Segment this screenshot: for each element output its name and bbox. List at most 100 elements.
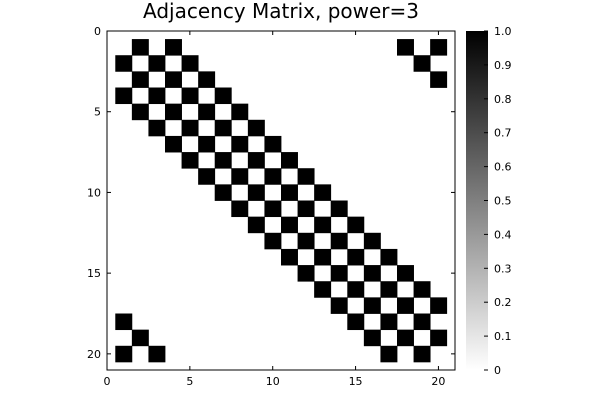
heatmap-cell — [231, 103, 249, 121]
heatmap-cell — [297, 232, 315, 250]
heatmap-cell — [281, 184, 298, 201]
heatmap-cell — [148, 87, 166, 105]
y-tick-label: 15 — [87, 267, 101, 280]
heatmap-cell — [363, 232, 381, 250]
heatmap-cell — [330, 232, 348, 250]
heatmap-cell — [297, 200, 315, 218]
colorbar-tick-label: 0.6 — [494, 161, 512, 174]
heatmap-cell — [430, 297, 448, 314]
colorbar-tick-label: 0 — [494, 364, 501, 377]
heatmap-cell — [430, 39, 448, 56]
heatmap-cell — [181, 119, 199, 137]
heatmap-cell — [264, 232, 282, 250]
colorbar-gradient — [466, 31, 488, 370]
x-tick-label: 20 — [431, 375, 445, 388]
y-tick-label: 5 — [94, 106, 101, 119]
colorbar-tick-label: 0.4 — [494, 228, 512, 241]
heatmap-cell — [181, 152, 199, 169]
colorbar-tick-label: 0.7 — [494, 127, 512, 140]
heatmap-cell — [397, 265, 414, 282]
heatmap-cell — [247, 216, 265, 234]
heatmap-cell — [181, 55, 199, 72]
heatmap-cell — [380, 345, 398, 363]
heatmap-cell — [281, 248, 298, 266]
heatmap-cell — [214, 152, 232, 169]
heatmap-cell — [314, 248, 332, 266]
heatmap-cell — [397, 297, 414, 314]
heatmap-cell — [347, 313, 365, 331]
heatmap-cell — [115, 345, 133, 363]
heatmap-cell — [264, 168, 282, 185]
heatmap-cell — [165, 135, 182, 153]
colorbar-tick-label: 0.9 — [494, 59, 512, 72]
heatmap-cell — [281, 216, 298, 234]
heatmap-cell — [115, 55, 133, 72]
heatmap-cell — [363, 265, 381, 282]
heatmap-cell — [413, 345, 431, 363]
heatmap-cell — [347, 248, 365, 266]
colorbar-tick-label: 0.5 — [494, 195, 512, 208]
heatmap-cell — [363, 297, 381, 314]
heatmap-cell — [330, 265, 348, 282]
colorbar-tick-label: 0.1 — [494, 330, 512, 343]
heatmap-cell — [198, 135, 216, 153]
colorbar-tick-label: 0.2 — [494, 296, 512, 309]
heatmap-cell — [131, 71, 149, 88]
chart-title: Adjacency Matrix, power=3 — [143, 0, 419, 23]
heatmap-cell — [198, 168, 216, 185]
heatmap-cell — [247, 184, 265, 201]
heatmap-cell — [214, 184, 232, 201]
y-tick-label: 10 — [87, 186, 101, 199]
heatmap-cell — [314, 216, 332, 234]
heatmap-cell — [181, 87, 199, 105]
heatmap-cell — [330, 297, 348, 314]
heatmap-cell — [430, 329, 448, 347]
heatmap-cell — [264, 200, 282, 218]
heatmap-cell — [363, 329, 381, 347]
heatmap-cell — [198, 71, 216, 88]
heatmap-cell — [264, 135, 282, 153]
x-tick-label: 0 — [104, 375, 111, 388]
colorbar-tick-label: 0.3 — [494, 262, 512, 275]
y-tick-label: 0 — [94, 25, 101, 38]
heatmap-cell — [148, 119, 166, 137]
heatmap-cell — [165, 103, 182, 121]
heatmap-cell — [165, 71, 182, 88]
heatmap-cell — [131, 103, 149, 121]
colorbar-tick-label: 1.0 — [494, 25, 512, 38]
heatmap-cell — [314, 281, 332, 298]
colorbar-tick-label: 0.8 — [494, 93, 512, 106]
heatmap-cell — [330, 200, 348, 218]
y-tick-label: 20 — [87, 348, 101, 361]
heatmap-cell — [231, 168, 249, 185]
colorbar-axis: 0 0.1 0.2 0.3 0.4 0.5 0.6 0.7 0.8 0.9 1.0 — [484, 25, 512, 377]
heatmap-cell — [397, 39, 414, 56]
x-tick-label: 15 — [349, 375, 363, 388]
heatmap-cell — [131, 39, 149, 56]
heatmap-cell — [198, 103, 216, 121]
heatmap-cell — [247, 119, 265, 137]
heatmap-cell — [165, 39, 182, 56]
heatmap-cell — [214, 119, 232, 137]
x-tick-label: 5 — [186, 375, 193, 388]
heatmap-cell — [115, 313, 133, 331]
heatmap-cell — [214, 87, 232, 105]
heatmap-cell — [413, 281, 431, 298]
heatmap-cell — [131, 329, 149, 347]
heatmap-cell — [347, 281, 365, 298]
heatmap-cell — [347, 216, 365, 234]
heatmap-cell — [314, 184, 332, 201]
heatmap-cell — [148, 345, 166, 363]
heatmap-cell — [397, 329, 414, 347]
heatmap-cells — [115, 39, 448, 363]
heatmap-cell — [297, 265, 315, 282]
y-axis: 0 5 10 15 20 — [87, 25, 455, 361]
heatmap-cell — [247, 152, 265, 169]
heatmap-cell — [413, 55, 431, 72]
heatmap-cell — [281, 152, 298, 169]
x-axis: 0 5 10 15 20 — [104, 31, 445, 388]
x-tick-label: 10 — [266, 375, 280, 388]
heatmap-cell — [413, 313, 431, 331]
